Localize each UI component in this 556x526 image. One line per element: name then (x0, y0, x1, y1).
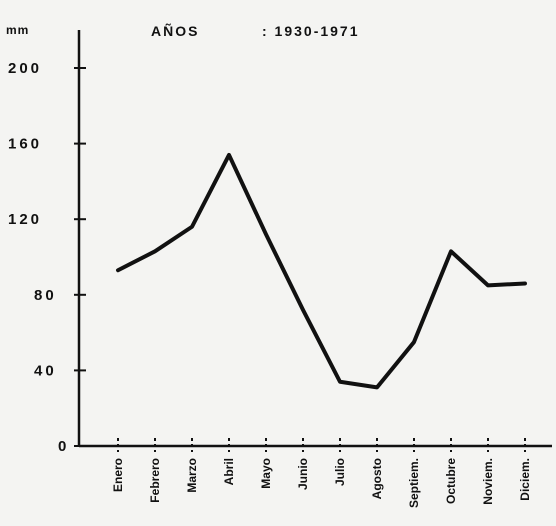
y-tick-label: 120 (8, 211, 42, 228)
y-tick-label: 40 (34, 362, 57, 379)
x-tick-label: Octubre (444, 458, 458, 504)
x-tick-label: Septiem. (407, 458, 421, 508)
x-tick-label: Mayo (259, 458, 273, 489)
x-tick-label: Junio (296, 458, 310, 490)
x-tick-label: Febrero (148, 458, 162, 503)
x-tick-label: Diciem. (518, 458, 532, 501)
y-axis-unit: mm (6, 23, 29, 37)
y-tick-label: 200 (8, 60, 42, 77)
chart-subtitle: : 1930-1971 (262, 23, 360, 39)
series-line (116, 152, 527, 390)
x-tick-label: Marzo (185, 458, 199, 493)
x-tick-label: Noviem. (481, 458, 495, 505)
chart-title: AÑOS (151, 22, 199, 39)
y-tick-label: 160 (8, 136, 42, 153)
x-tick-label: Enero (111, 458, 125, 492)
y-ticks: 0 40 80 120 160 200 (8, 60, 86, 455)
x-tick-label: Agosto (370, 458, 384, 499)
x-tick-label: Abril (222, 458, 236, 485)
x-tick-label: Julio (333, 458, 347, 486)
y-tick-label: 0 (58, 438, 69, 455)
y-tick-label: 80 (34, 287, 57, 304)
x-ticks: Enero Febrero Marzo Abril Mayo Junio Julio Agos… (111, 438, 532, 508)
